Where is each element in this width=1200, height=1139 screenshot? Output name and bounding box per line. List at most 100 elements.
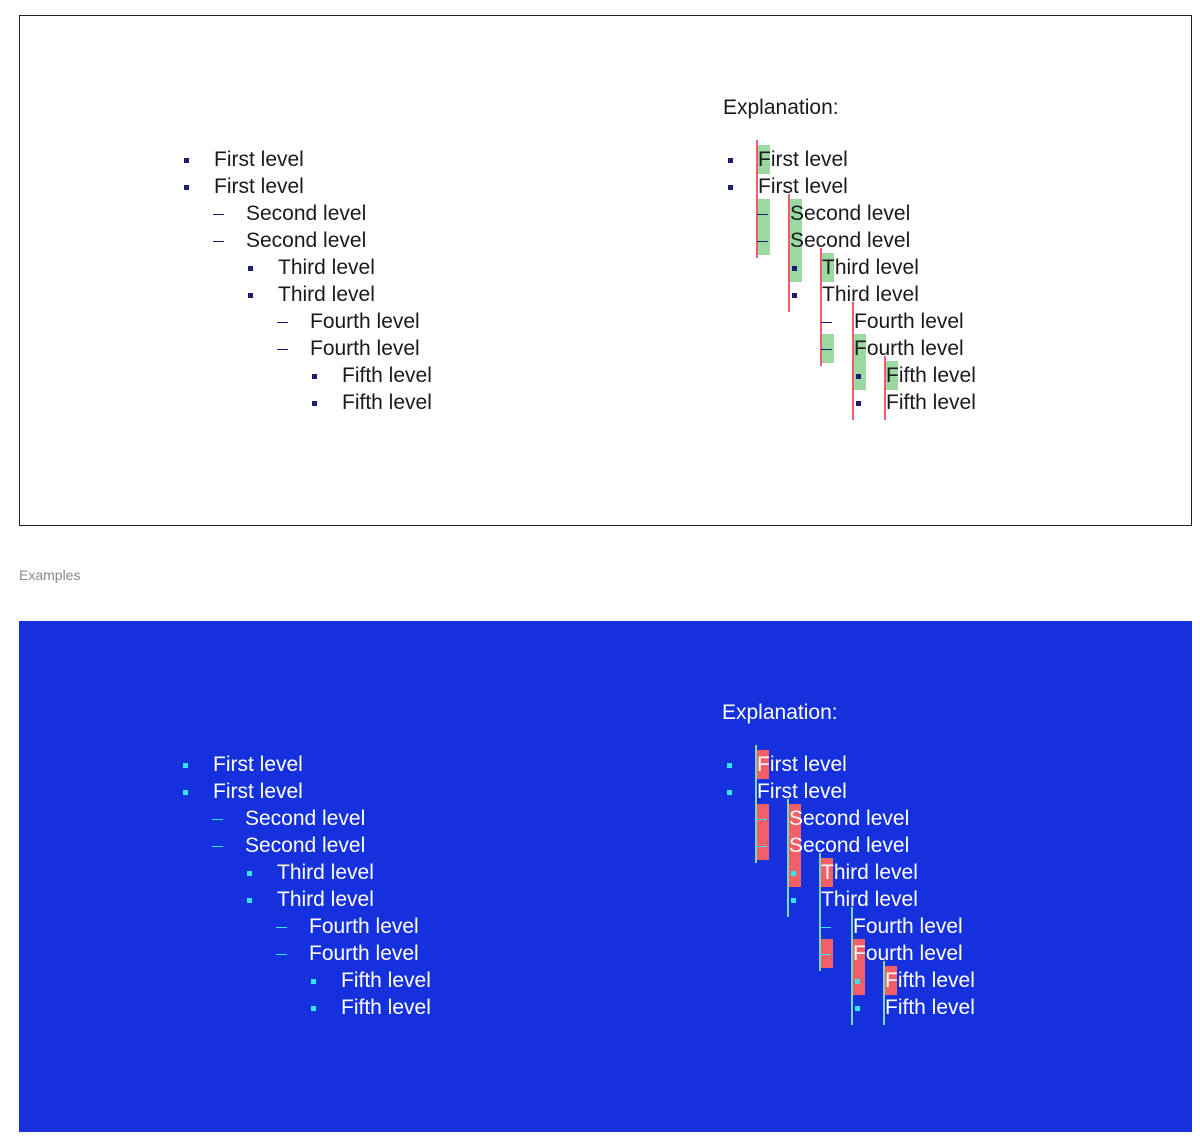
spacing-highlight [789,831,801,860]
light-example-panel: First level First level Second level Second… [19,15,1192,526]
dash-bullet-icon [276,926,287,928]
list-item-level-1: First level [213,753,303,776]
list-item-level-1: First level [214,175,304,198]
square-bullet-icon [183,157,189,163]
list-item-level-1: First level [214,148,304,171]
square-bullet-icon [791,292,797,298]
spacing-highlight [758,145,770,174]
dash-bullet-icon [213,240,224,242]
indent-guide-line [819,853,821,971]
square-bullet-icon [726,762,732,768]
list-item-level-1: First level [213,780,303,803]
explanation-item-level-4: Fourth level [854,310,964,333]
square-bullet-icon [310,978,316,984]
list-item-level-5: Fifth level [341,969,431,992]
explanation-item-level-2: Second level [789,807,910,830]
indent-guide-line [820,248,822,366]
square-bullet-icon [310,1005,316,1011]
spacing-highlight [822,253,834,282]
explanation-item-level-1: First level [758,148,848,171]
dash-bullet-icon [757,240,768,242]
square-bullet-icon [727,157,733,163]
explanation-item-level-2: Second level [790,229,911,252]
square-bullet-icon [855,400,861,406]
explanation-item-level-5: Fifth level [886,364,976,387]
indent-guide-line [852,302,854,420]
square-bullet-icon [246,897,252,903]
indent-guide-line [787,799,789,917]
dash-bullet-icon [756,818,767,820]
dark-example-panel: First level First level Second level Second… [19,621,1192,1132]
square-bullet-icon [790,870,796,876]
explanation-item-level-4: Fourth level [853,942,963,965]
square-bullet-icon [791,265,797,271]
dash-bullet-icon [821,321,832,323]
spacing-highlight [853,939,865,968]
spacing-highlight [885,966,897,995]
list-item-level-4: Fourth level [310,310,420,333]
dash-bullet-icon [277,348,288,350]
square-bullet-icon [183,184,189,190]
square-bullet-icon [182,789,188,795]
indent-guide-line [756,140,758,258]
list-item-level-4: Fourth level [309,915,419,938]
indent-guide-line [883,961,885,1025]
list-item-level-2: Second level [245,807,366,830]
list-item-level-2: Second level [245,834,366,857]
square-bullet-icon [727,184,733,190]
square-bullet-icon [182,762,188,768]
explanation-item-level-2: Second level [790,202,911,225]
square-bullet-icon [247,265,253,271]
list-item-level-5: Fifth level [342,364,432,387]
dash-bullet-icon [820,926,831,928]
explanation-item-level-1: First level [758,175,848,198]
spacing-highlight [886,361,898,390]
list-item-level-3: Third level [277,861,374,884]
square-bullet-icon [726,789,732,795]
dash-bullet-icon [277,321,288,323]
list-item-level-2: Second level [246,229,367,252]
list-item-level-3: Third level [278,283,375,306]
square-bullet-icon [311,400,317,406]
list-item-level-4: Fourth level [310,337,420,360]
spacing-highlight [789,804,801,833]
dash-bullet-icon [212,818,223,820]
square-bullet-icon [855,373,861,379]
explanation-item-level-4: Fourth level [854,337,964,360]
spacing-highlight [854,334,866,363]
indent-guide-line [851,907,853,1025]
explanation-item-level-4: Fourth level [853,915,963,938]
square-bullet-icon [247,292,253,298]
spacing-highlight [821,858,833,887]
spacing-highlight [790,226,802,255]
dash-bullet-icon [213,213,224,215]
list-item-level-5: Fifth level [341,996,431,1019]
indent-guide-line [884,356,886,420]
dash-bullet-icon [820,953,831,955]
square-bullet-icon [854,1005,860,1011]
square-bullet-icon [311,373,317,379]
dash-bullet-icon [276,953,287,955]
spacing-highlight [757,750,769,779]
explanation-item-level-2: Second level [789,834,910,857]
dash-bullet-icon [821,348,832,350]
spacing-highlight [790,199,802,228]
explanation-item-level-5: Fifth level [885,969,975,992]
dark-explanation-title: Explanation: [722,701,838,724]
examples-caption: Examples [19,567,81,583]
square-bullet-icon [246,870,252,876]
explanation-item-level-5: Fifth level [886,391,976,414]
list-item-level-2: Second level [246,202,367,225]
dash-bullet-icon [757,213,768,215]
dash-bullet-icon [756,845,767,847]
list-item-level-3: Third level [277,888,374,911]
list-item-level-5: Fifth level [342,391,432,414]
explanation-item-level-3: Third level [822,256,919,279]
square-bullet-icon [790,897,796,903]
indent-guide-line [788,194,790,312]
list-item-level-4: Fourth level [309,942,419,965]
explanation-item-level-3: Third level [821,888,918,911]
explanation-item-level-3: Third level [822,283,919,306]
light-explanation-title: Explanation: [723,96,839,119]
indent-guide-line [755,745,757,863]
